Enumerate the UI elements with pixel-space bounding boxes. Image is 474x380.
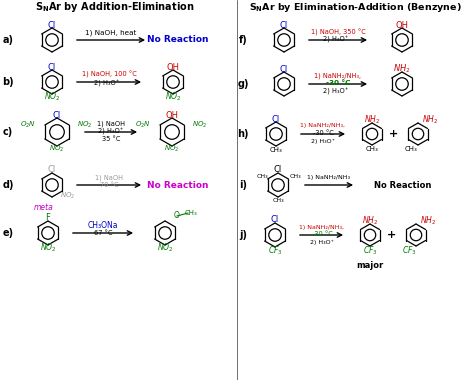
Text: $CF_3$: $CF_3$ (401, 245, 416, 257)
Text: 67 °C: 67 °C (94, 230, 112, 236)
Text: Cl: Cl (280, 21, 288, 30)
Text: -30 °C: -30 °C (312, 130, 333, 136)
Text: CH₃: CH₃ (365, 146, 378, 152)
Text: f): f) (238, 35, 247, 45)
Text: major: major (356, 261, 383, 269)
Text: 1) NaNH₂/NH₃,: 1) NaNH₂/NH₃, (300, 225, 345, 230)
Text: d): d) (2, 180, 14, 190)
Text: F: F (46, 214, 50, 223)
Text: $NO_2$: $NO_2$ (40, 242, 56, 254)
Text: meta: meta (34, 203, 54, 212)
Text: OH: OH (395, 21, 409, 30)
Text: No Reaction: No Reaction (147, 180, 209, 190)
Text: e): e) (2, 228, 14, 238)
Text: $NO_2$: $NO_2$ (164, 144, 180, 154)
Text: CH₃: CH₃ (272, 198, 284, 203)
Text: -30 °C: -30 °C (326, 80, 350, 86)
Text: $NH_2$: $NH_2$ (393, 63, 411, 75)
Text: $O_2N$: $O_2N$ (135, 120, 151, 130)
Text: 1) NaNH₂/NH₃: 1) NaNH₂/NH₃ (308, 176, 350, 180)
Text: CH₃: CH₃ (270, 147, 283, 153)
Text: $CF_3$: $CF_3$ (363, 245, 377, 257)
Text: 2) H₃O⁺: 2) H₃O⁺ (323, 35, 349, 43)
Text: $NO_2$: $NO_2$ (44, 91, 60, 103)
Text: CH₃: CH₃ (289, 174, 301, 179)
Text: 1) NaOH, heat: 1) NaOH, heat (85, 30, 137, 36)
Text: $CF_3$: $CF_3$ (268, 245, 283, 257)
Text: No Reaction: No Reaction (147, 35, 209, 44)
Text: $NH_2$: $NH_2$ (420, 215, 436, 227)
Text: 1) NaOH, 100 °C: 1) NaOH, 100 °C (82, 71, 137, 78)
Text: O: O (174, 212, 180, 220)
Text: $NO_2$: $NO_2$ (49, 144, 64, 154)
Text: 2) H₃O⁺: 2) H₃O⁺ (98, 127, 124, 135)
Text: Cl: Cl (48, 21, 56, 30)
Text: CH₃: CH₃ (405, 146, 418, 152)
Text: 1) NaNH₂/NH₃,: 1) NaNH₂/NH₃, (315, 73, 362, 79)
Text: Cl: Cl (274, 166, 282, 174)
Text: 1) NaOH, 350 °C: 1) NaOH, 350 °C (310, 28, 365, 36)
Text: 1) NaOH: 1) NaOH (97, 121, 125, 127)
Text: 2) H₃O⁺: 2) H₃O⁺ (311, 138, 335, 144)
Text: Cl: Cl (272, 114, 280, 124)
Text: +: + (387, 230, 397, 240)
Text: $NH_2$: $NH_2$ (362, 215, 378, 227)
Text: Cl: Cl (48, 62, 56, 71)
Text: CH₃: CH₃ (256, 174, 268, 179)
Text: b): b) (2, 77, 14, 87)
Text: OH: OH (166, 62, 180, 71)
Text: Cl: Cl (53, 111, 61, 119)
Text: 1) NaNH₂/NH₃,: 1) NaNH₂/NH₃, (301, 124, 346, 128)
Text: $NO_2$: $NO_2$ (164, 91, 181, 103)
Text: CH₃ONa: CH₃ONa (88, 220, 118, 230)
Text: $NO_2$: $NO_2$ (157, 242, 173, 254)
Text: $NH_2$: $NH_2$ (364, 114, 380, 126)
Text: Cl: Cl (48, 166, 56, 174)
Text: $O_2N$: $O_2N$ (20, 120, 36, 130)
Text: h): h) (237, 129, 249, 139)
Text: 35 °C: 35 °C (102, 136, 120, 142)
Text: c): c) (3, 127, 13, 137)
Text: CH₃: CH₃ (185, 210, 197, 216)
Text: a): a) (2, 35, 13, 45)
Text: OH: OH (165, 111, 179, 119)
Text: Cl: Cl (280, 65, 288, 73)
Text: $NO_2$: $NO_2$ (192, 120, 208, 130)
Text: No Reaction: No Reaction (374, 180, 432, 190)
Text: 2) H₃O⁺: 2) H₃O⁺ (323, 87, 349, 95)
Text: $NO_2$: $NO_2$ (77, 120, 93, 130)
Text: 2) H₃O⁺: 2) H₃O⁺ (310, 239, 334, 245)
Text: 2) H₃O⁺: 2) H₃O⁺ (94, 79, 120, 87)
Text: -30 °C: -30 °C (311, 231, 332, 237)
Text: j): j) (239, 230, 247, 240)
Text: $\bf{S_N}$$\bf{Ar}$ by Elimination-Addition (Benzyne): $\bf{S_N}$$\bf{Ar}$ by Elimination-Addit… (249, 0, 461, 14)
Text: 1) NaOH: 1) NaOH (95, 175, 123, 181)
Text: $NH_2$: $NH_2$ (422, 114, 438, 126)
Text: $\bf{S_N}$$\bf{Ar}$ by Addition-Elimination: $\bf{S_N}$$\bf{Ar}$ by Addition-Eliminat… (35, 0, 195, 14)
Text: +: + (389, 129, 399, 139)
Text: g): g) (237, 79, 249, 89)
Text: $NO_2$: $NO_2$ (60, 191, 76, 201)
Text: 70 °C: 70 °C (100, 182, 118, 188)
Text: i): i) (239, 180, 247, 190)
Text: Cl: Cl (271, 215, 279, 225)
